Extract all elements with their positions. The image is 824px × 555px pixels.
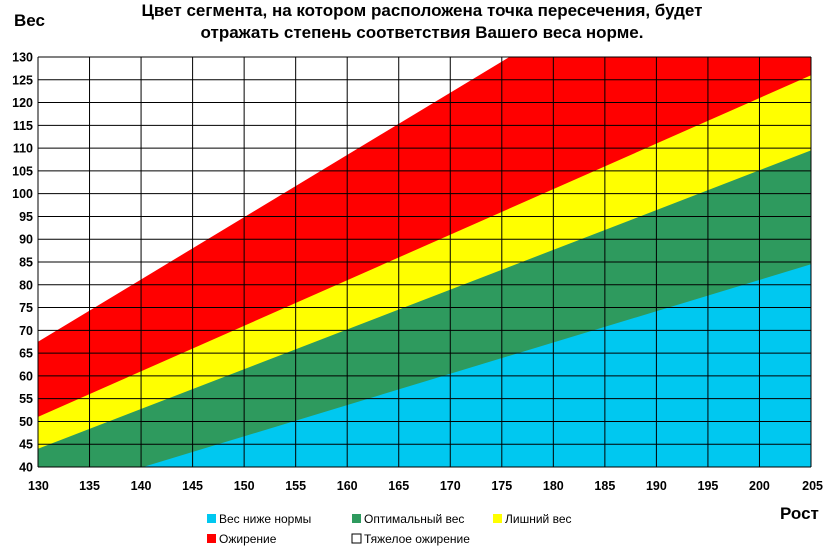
y-tick-label: 130 [12, 51, 33, 65]
x-tick-label: 200 [749, 479, 770, 493]
x-tick-label: 165 [388, 479, 409, 493]
y-tick-label: 105 [12, 164, 33, 178]
legend-swatch [207, 534, 216, 543]
legend-label: Вес ниже нормы [219, 512, 311, 526]
x-tick-label: 135 [79, 479, 100, 493]
y-tick-labels: 40 45 50 55 60 65 70 75 80 85 90 95 100 105 110 115 120 1… [12, 51, 33, 475]
x-tick-labels: 130 135 140 145 150 155 160 165 170 175 180 185 190 1… [28, 479, 823, 493]
x-tick-label: 180 [543, 479, 564, 493]
x-tick-label: 160 [337, 479, 358, 493]
y-tick-label: 115 [13, 119, 33, 133]
chart-title-line-2: отражать степень соответствия Вашего вес… [201, 23, 644, 42]
y-tick-label: 75 [19, 301, 33, 315]
area-bands [38, 57, 811, 467]
y-tick-label: 85 [19, 256, 33, 270]
band-1 [143, 264, 811, 467]
y-tick-label: 95 [19, 210, 33, 224]
legend-swatch [493, 514, 502, 523]
x-axis-label: Рост [780, 504, 819, 523]
x-tick-label: 205 [802, 479, 823, 493]
y-tick-label: 125 [12, 73, 33, 87]
x-tick-label: 130 [28, 479, 49, 493]
y-tick-label: 65 [19, 347, 33, 361]
x-tick-label: 150 [234, 479, 255, 493]
y-tick-label: 80 [19, 278, 33, 292]
y-tick-label: 70 [19, 324, 33, 338]
x-tick-label: 195 [698, 479, 719, 493]
x-tick-label: 175 [491, 479, 512, 493]
legend-swatch [351, 533, 362, 544]
y-tick-label: 110 [13, 142, 33, 156]
y-tick-label: 45 [19, 438, 33, 452]
x-tick-label: 170 [440, 479, 461, 493]
legend-label: Ожирение [219, 532, 277, 546]
y-tick-label: 60 [19, 369, 33, 383]
chart-title-line-1: Цвет сегмента, на котором расположена то… [142, 1, 703, 20]
x-tick-label: 145 [182, 479, 203, 493]
y-tick-label: 40 [19, 461, 33, 475]
legend-label: Оптимальный вес [364, 512, 464, 526]
y-tick-label: 50 [19, 415, 33, 429]
y-axis-label: Вес [14, 11, 45, 30]
y-tick-label: 120 [12, 96, 33, 110]
legend-swatch [352, 514, 361, 523]
y-tick-label: 55 [19, 392, 33, 406]
x-tick-label: 190 [646, 479, 667, 493]
y-tick-label: 90 [19, 233, 33, 247]
legend-label: Лишний вес [505, 512, 572, 526]
legend-label: Тяжелое ожирение [364, 532, 470, 546]
x-tick-label: 140 [131, 479, 152, 493]
legend: Вес ниже нормы Оптимальный вес Лишний вес О… [207, 512, 572, 546]
x-tick-label: 185 [594, 479, 615, 493]
y-tick-label: 100 [12, 187, 33, 201]
grid [37, 56, 812, 468]
legend-swatch [207, 514, 216, 523]
x-tick-label: 155 [285, 479, 306, 493]
